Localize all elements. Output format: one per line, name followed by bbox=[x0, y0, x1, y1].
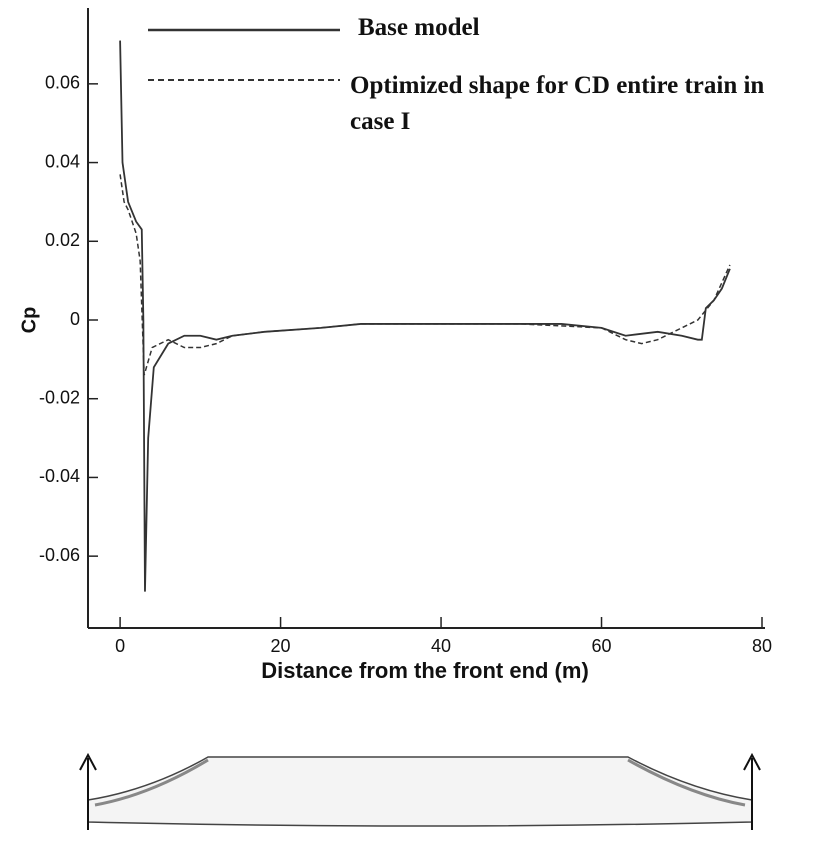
y-tick-label: -0.06 bbox=[39, 545, 80, 565]
y-tick-label: -0.04 bbox=[39, 466, 80, 486]
train-body bbox=[87, 756, 753, 827]
train-nose bbox=[94, 758, 746, 807]
y-tick-label: 0 bbox=[70, 309, 80, 329]
y-tick-label: -0.02 bbox=[39, 387, 80, 407]
x-tick-label: 80 bbox=[752, 636, 772, 656]
x-tick-label: 0 bbox=[115, 636, 125, 656]
x-tick-label: 20 bbox=[271, 636, 291, 656]
x-axis-label: Distance from the front end (m) bbox=[261, 658, 589, 683]
x-tick-label: 40 bbox=[431, 636, 451, 656]
series-line bbox=[119, 174, 731, 376]
y-tick-label: 0.02 bbox=[45, 230, 80, 250]
arrow-head bbox=[79, 752, 97, 771]
legend-label: Base model bbox=[358, 14, 480, 41]
arrow-head bbox=[743, 752, 761, 771]
x-tick-label: 60 bbox=[592, 636, 612, 656]
y-tick-label: 0.04 bbox=[45, 151, 80, 171]
legend-label: Optimized shape for CD entire train in c… bbox=[350, 72, 765, 135]
train-diagram bbox=[79, 752, 761, 830]
y-tick-label: 0.06 bbox=[45, 73, 80, 93]
y-axis-label: Cp bbox=[18, 307, 40, 334]
